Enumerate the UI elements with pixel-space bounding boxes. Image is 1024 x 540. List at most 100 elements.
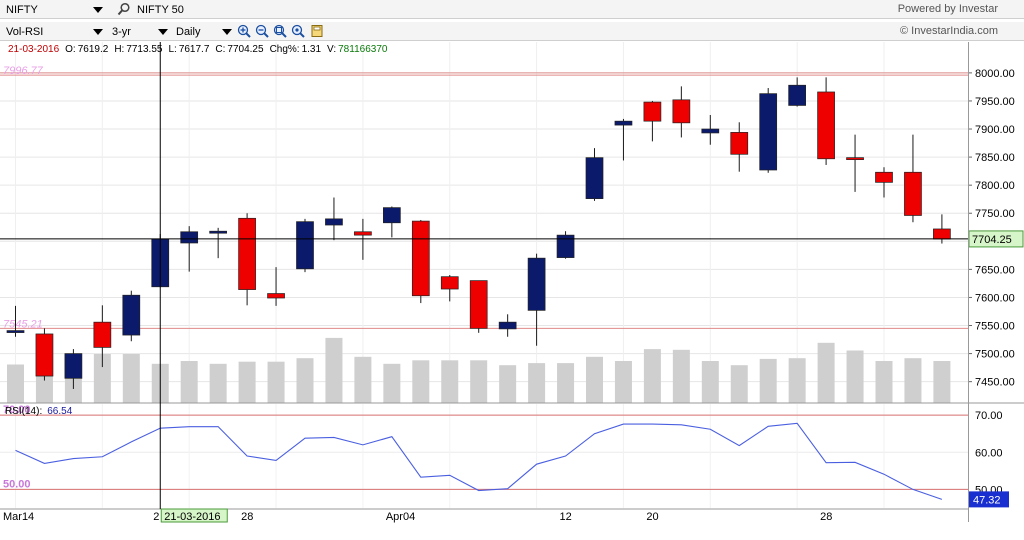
volume-bar [470, 360, 488, 403]
candle-body-up [122, 294, 141, 336]
volume-bar [354, 356, 372, 403]
candle-body-up [614, 120, 633, 126]
range-select[interactable]: 3-yr [112, 26, 131, 38]
volume-bar [643, 349, 661, 403]
volume-bar [788, 358, 806, 403]
candle-body-up [759, 93, 778, 171]
price-axis-label: 7900.00 [975, 124, 1015, 136]
volume-bar [267, 361, 285, 403]
zoom-reset-icon[interactable] [291, 24, 305, 38]
volume-bar [614, 361, 632, 403]
candle-body-down [411, 220, 430, 297]
candle-body-up [209, 230, 227, 234]
candle-body-down [817, 91, 835, 160]
ohlc-open-label: O: [65, 44, 76, 55]
volume-bar [759, 358, 777, 403]
volume-bar [701, 361, 719, 403]
volume-bar [557, 363, 575, 403]
search-icon[interactable] [117, 2, 131, 16]
candle-body-down [933, 228, 951, 240]
symbol-select[interactable]: NIFTY [6, 4, 38, 16]
ohlc-chg: 1.31 [302, 44, 322, 55]
rsi-title: RSI(14): 66.54 [5, 406, 73, 417]
candle-body-down [238, 217, 256, 290]
candle-body-down [267, 293, 285, 299]
symbol-toolbar: NIFTY NIFTY 50 Powered by Investar [0, 0, 1024, 19]
range-dropdown-arrow[interactable] [158, 29, 168, 35]
x-axis: Mar14 28 Apr04 12 20 28 [0, 508, 968, 523]
volume-bar [412, 360, 430, 403]
zoom-out-icon[interactable] [255, 24, 269, 38]
candle-body-up [701, 128, 720, 134]
candle-body-down [643, 101, 662, 122]
volume-bar [122, 354, 140, 403]
volume-bar [586, 356, 603, 403]
zoom-area-icon[interactable] [273, 24, 287, 38]
crosshair-date-label: 21-03-2016 [164, 511, 220, 523]
price-axis-label: 7500.00 [975, 349, 1015, 361]
price-panel: 7996.77 7545.21 7450.00 7500.00 7550.00 7600… [0, 42, 1024, 403]
volume-bar [933, 361, 951, 403]
candlestick-series [6, 77, 951, 389]
index-name: NIFTY 50 [137, 4, 184, 16]
candle-body-up [180, 231, 199, 244]
copyright-label: © InvestarIndia.com [900, 25, 998, 37]
price-axis-label: 7750.00 [975, 208, 1015, 220]
powered-by-label: Powered by Investar [897, 3, 998, 15]
price-axis-label: 8000.00 [975, 68, 1015, 80]
indicator-select[interactable]: Vol-RSI [6, 26, 44, 38]
rsi-line [15, 422, 943, 500]
rsi-title-label: RSI(14): [5, 406, 42, 417]
rsi-current-label: 47.32 [973, 494, 1001, 506]
symbol-dropdown-arrow[interactable] [93, 7, 103, 13]
candle-body-down [875, 171, 893, 183]
volume-bar [93, 354, 111, 403]
x-axis-label: 28 [241, 511, 253, 523]
candle-body-up [585, 157, 604, 199]
rsi-current-tag [969, 491, 1009, 508]
ohlc-low-label: L: [168, 44, 176, 55]
volume-bar [441, 360, 459, 403]
candle-body-down [93, 321, 112, 348]
volume-bar [817, 342, 835, 403]
x-axis-label: 12 [560, 511, 572, 523]
ohlc-volume-label: V: [327, 44, 336, 55]
volume-bar [7, 364, 24, 403]
chart-settings-toolbar: Vol-RSI 3-yr Daily © InvestarIndia.com [0, 22, 1024, 41]
x-axis-label: Apr04 [386, 511, 415, 523]
price-axis-label: 7800.00 [975, 180, 1015, 192]
ohlc-high: 7713.55 [126, 44, 163, 55]
candle-body-up [556, 234, 575, 258]
candle-body-down [440, 276, 459, 290]
interval-dropdown-arrow[interactable] [222, 29, 232, 35]
price-axis-label: 7550.00 [975, 321, 1015, 333]
volume-bar [180, 361, 198, 403]
save-chart-icon[interactable] [310, 24, 324, 38]
zoom-in-icon[interactable] [237, 24, 251, 38]
candle-body-up [6, 330, 25, 333]
rsi-gridlines [0, 404, 968, 508]
candle-body-down [35, 333, 54, 377]
price-reference-label: 7996.77 [3, 65, 44, 77]
crosshair-date-box [160, 508, 228, 523]
candle-body-up [788, 84, 807, 106]
rsi-title-value: 66.54 [47, 406, 72, 417]
rsi-reference-label: 50.00 [3, 478, 31, 490]
candle-body-down [354, 231, 372, 236]
volume-bar [904, 358, 922, 403]
ohlc-chg-label: Chg%: [270, 44, 300, 55]
price-axis-label: 7650.00 [975, 264, 1015, 276]
price-axis-label: 7850.00 [975, 152, 1015, 164]
interval-select[interactable]: Daily [176, 26, 201, 38]
volume-bar [846, 350, 864, 403]
candle-body-up [296, 221, 314, 270]
crosshair-partial-label: 2 [153, 511, 159, 523]
ohlc-open: 7619.2 [78, 44, 109, 55]
price-axis-label: 7600.00 [975, 292, 1015, 304]
candle-body-down [730, 132, 749, 155]
indicator-dropdown-arrow[interactable] [93, 29, 103, 35]
candle-body-down [846, 157, 864, 161]
price-axis-label: 7950.00 [975, 96, 1015, 108]
